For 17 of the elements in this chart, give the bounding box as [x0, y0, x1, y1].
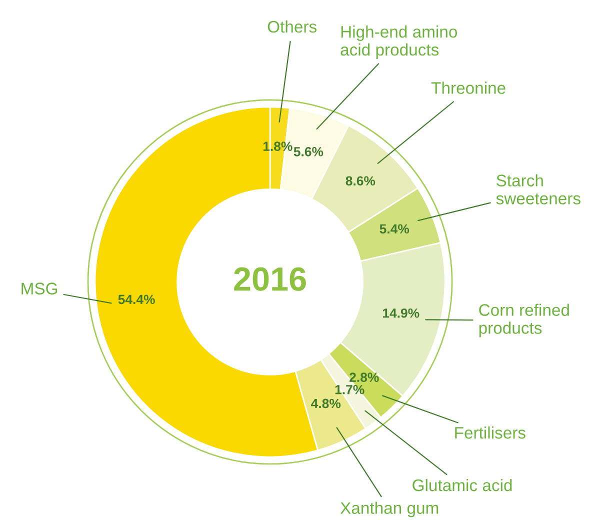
slice-label: High-end amino acid products [340, 25, 457, 59]
slice-label: Xanthan gum [340, 502, 438, 518]
slice-label: Corn refined products [479, 304, 569, 338]
slice-label: Glutamic acid [412, 478, 512, 492]
data-label: 5.6% [294, 146, 324, 156]
slice-label: Fertilisers [455, 426, 526, 439]
data-label: 14.9% [382, 308, 420, 318]
data-label: 4.8% [311, 398, 341, 408]
text: 2016 [234, 267, 306, 291]
slice-label: MSG [22, 282, 58, 294]
slice-label: Others [268, 20, 316, 33]
data-label: 54.4% [118, 294, 155, 304]
slice-label: Threonine [431, 82, 506, 94]
data-label: 5.4% [380, 224, 410, 234]
data-label: 8.6% [346, 176, 376, 186]
slice-label: Starch sweeteners [496, 174, 580, 204]
data-label: 2.8% [350, 372, 379, 382]
